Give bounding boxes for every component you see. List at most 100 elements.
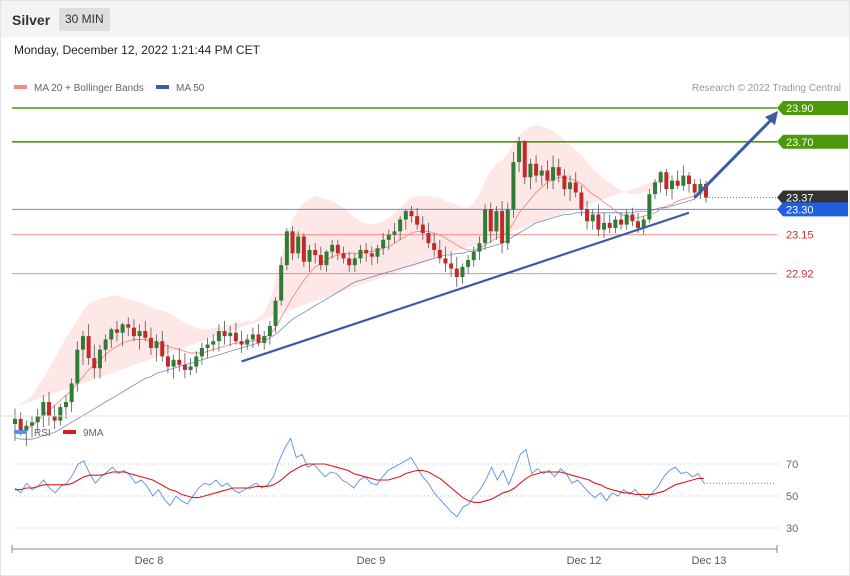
candle-body — [517, 141, 522, 163]
candle-body — [426, 233, 431, 244]
candle-body — [573, 182, 578, 193]
candle-body — [551, 167, 556, 181]
candle-body — [137, 331, 142, 337]
candle-body — [52, 415, 57, 421]
candle-body — [318, 255, 323, 266]
rsi-tick-label: 50 — [786, 491, 798, 503]
candle-body — [505, 209, 510, 244]
candle-body — [13, 418, 17, 424]
candle-body — [222, 331, 227, 337]
candle-body — [171, 359, 176, 367]
candle-body — [296, 236, 301, 254]
candle-body — [154, 341, 159, 348]
candle-body — [675, 180, 680, 186]
level-label-pivot: 23.30 — [786, 204, 814, 216]
candle-body — [579, 192, 584, 210]
candle-body — [386, 234, 391, 240]
candle-body — [704, 184, 708, 198]
candle-body — [199, 347, 204, 357]
candle-body — [284, 231, 289, 266]
candle-body — [324, 251, 329, 266]
candle-body — [483, 209, 488, 244]
candle-body — [228, 332, 233, 337]
level-tag-resistance — [777, 101, 848, 115]
candle-body — [250, 334, 255, 340]
candle-body — [352, 258, 357, 266]
candle-body — [449, 263, 454, 269]
candle-body — [216, 331, 221, 342]
rsi-line — [14, 437, 705, 518]
x-tick-label: Dec 12 — [567, 555, 602, 567]
projection-arrowhead — [764, 111, 778, 125]
candle-body — [148, 337, 153, 348]
candle-body — [120, 324, 125, 333]
legend-rsi-swatch — [14, 430, 27, 434]
timeframe-badge[interactable]: 30 MIN — [59, 8, 110, 31]
candle-body — [205, 344, 210, 348]
candle-body — [369, 253, 374, 257]
chart-timestamp: Monday, December 12, 2022 1:21:44 PM CET — [14, 43, 260, 57]
candle-body — [500, 211, 505, 244]
candle-body — [409, 211, 414, 217]
level-tag-last — [777, 190, 848, 205]
candle-body — [398, 219, 403, 232]
candle-body — [58, 407, 63, 421]
candle-body — [596, 214, 601, 230]
candle-body — [556, 167, 561, 176]
candle-body — [590, 214, 595, 222]
candle-body — [602, 222, 607, 230]
candle-body — [415, 216, 420, 225]
legend-rsi-label: RSI — [34, 428, 51, 439]
candle-body — [301, 236, 306, 262]
legend-9ma-swatch — [63, 430, 76, 434]
candle-body — [97, 349, 102, 369]
candle-body — [194, 356, 199, 367]
projection-arrow — [693, 117, 774, 199]
candle-body — [630, 214, 635, 222]
candle-body — [69, 383, 74, 403]
candle-body — [454, 268, 459, 277]
candle-body — [358, 249, 363, 259]
legend-ma20-swatch — [14, 85, 27, 89]
candle-body — [46, 402, 51, 416]
candle-body — [664, 172, 669, 190]
candle-body — [511, 162, 516, 210]
candle-body — [681, 175, 686, 186]
level-label-resistance: 23.90 — [786, 103, 814, 115]
rsi-tick-label: 70 — [786, 459, 798, 471]
candle-body — [471, 251, 476, 261]
candle-body — [658, 172, 663, 183]
candle-body — [341, 253, 346, 259]
candle-body — [432, 243, 437, 250]
level-label-last: 23.37 — [786, 193, 814, 205]
candle-body — [653, 182, 658, 195]
legend-ma50-swatch — [156, 85, 169, 89]
candle-body — [528, 163, 533, 178]
candle-body — [619, 219, 624, 225]
candle-body — [182, 364, 187, 370]
candle-body — [256, 334, 261, 343]
candle-body — [29, 422, 34, 426]
candle-body — [109, 329, 114, 340]
candle-body — [636, 221, 641, 228]
candle-body — [522, 141, 527, 178]
candle-body — [86, 336, 91, 359]
candle-body — [624, 214, 629, 225]
candle-body — [273, 300, 278, 326]
candle-body — [126, 324, 131, 328]
level-label-support: 22.92 — [786, 269, 814, 281]
candle-body — [607, 222, 612, 228]
candle-body — [641, 219, 646, 228]
candle-body — [585, 209, 590, 222]
candle-body — [347, 258, 352, 266]
legend-ma50-label: MA 50 — [176, 83, 205, 94]
candle-body — [443, 258, 448, 264]
candle-body — [466, 260, 471, 267]
candle-body — [307, 249, 312, 262]
x-tick-label: Dec 8 — [135, 555, 164, 567]
candle-body — [267, 325, 272, 337]
candle-body — [114, 329, 119, 333]
candle-body — [647, 194, 652, 220]
candle-body — [245, 339, 250, 345]
